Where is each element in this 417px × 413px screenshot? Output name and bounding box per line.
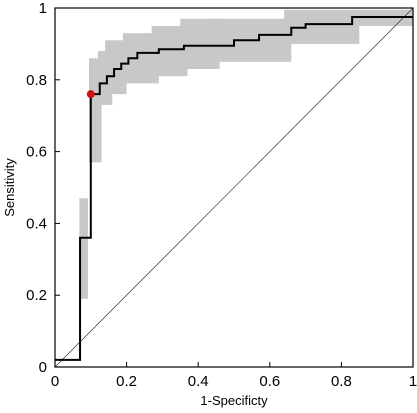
y-tick-label-4: 0.8 (26, 72, 47, 89)
plot-frame (54, 7, 414, 368)
x-tick-label-5: 1 (409, 373, 417, 390)
x-tick-label-4: 0.8 (331, 373, 352, 390)
y-tick-label-0: 0 (39, 359, 47, 376)
optimal-cutoff-point (86, 90, 95, 99)
x-tick-label-0: 0 (51, 373, 59, 390)
y-axis-label: Sensitivity (2, 158, 17, 217)
confidence-band-3 (105, 40, 127, 95)
x-axis-ticks: 0 0.2 0.4 0.6 0.8 1 (51, 362, 417, 390)
roc-curve-line (55, 15, 413, 361)
y-tick-label-1: 0.2 (26, 287, 47, 304)
y-axis-ticks: 0 0.2 0.4 0.6 0.8 1 (26, 0, 60, 376)
reference-diagonal-line (54, 7, 414, 368)
y-tick-label-2: 0.4 (26, 215, 47, 232)
x-tick-label-2: 0.4 (188, 373, 209, 390)
x-tick-label-3: 0.6 (259, 373, 280, 390)
y-tick-label-5: 1 (39, 0, 47, 17)
confidence-bands (79, 9, 413, 299)
x-tick-label-1: 0.2 (116, 373, 137, 390)
x-axis-label: 1-Specificty (200, 393, 268, 408)
confidence-band-0 (79, 198, 88, 299)
y-tick-label-3: 0.6 (26, 144, 47, 161)
